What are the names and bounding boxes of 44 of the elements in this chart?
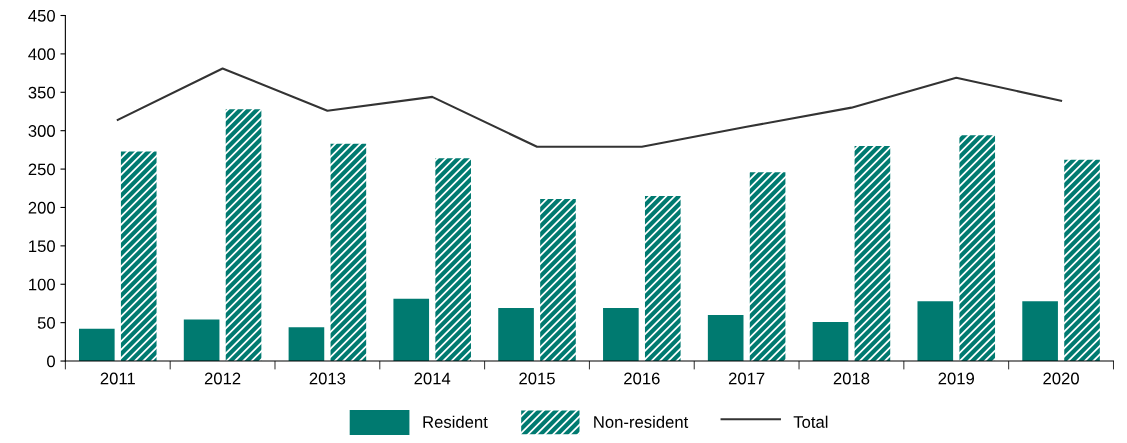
- bar: [225, 109, 262, 362]
- bar: [812, 321, 849, 362]
- x-tick-label: 2011: [100, 372, 135, 385]
- y-tick-label: 200: [28, 201, 55, 214]
- bar: [330, 143, 367, 362]
- y-tick-label: 350: [28, 86, 55, 99]
- bar: [120, 151, 157, 362]
- bar: [959, 135, 996, 362]
- legend-label: Total: [793, 415, 828, 428]
- bar: [1022, 301, 1058, 362]
- legend-label: Resident: [423, 415, 488, 428]
- x-tick-label: 2015: [519, 372, 555, 385]
- bar: [603, 308, 639, 362]
- x-tick-label: 2018: [833, 372, 870, 385]
- bar: [707, 314, 744, 362]
- bar: [78, 328, 115, 362]
- y-tick-label: 100: [29, 278, 55, 291]
- bar: [435, 158, 471, 362]
- bar: [749, 172, 786, 362]
- bar: [393, 298, 430, 362]
- y-tick-label: 150: [29, 240, 55, 253]
- y-tick-label: 400: [28, 48, 55, 61]
- x-tick-label: 2017: [728, 372, 765, 385]
- legend-label: Non-resident: [594, 415, 689, 428]
- x-tick-label: 2012: [204, 372, 241, 385]
- x-tick-label: 2020: [1043, 372, 1079, 385]
- bar: [540, 199, 576, 362]
- bar: [917, 301, 954, 362]
- line-series: [116, 67, 1063, 148]
- y-tick-label: 250: [28, 163, 55, 176]
- bar: [1064, 159, 1100, 362]
- bar: [644, 195, 681, 362]
- y-tick-label: 300: [28, 125, 55, 137]
- x-tick-label: 2014: [414, 372, 451, 385]
- bar: [183, 319, 220, 362]
- x-tick-label: 2016: [624, 372, 660, 385]
- y-tick-label: 50: [37, 317, 55, 329]
- y-tick-label: 450: [28, 9, 55, 22]
- bar: [288, 327, 325, 362]
- bar: [498, 308, 534, 362]
- bar: [854, 146, 891, 362]
- x-tick-label: 2013: [309, 372, 346, 385]
- x-tick-label: 2019: [938, 372, 975, 385]
- y-tick-label: 0: [47, 355, 55, 368]
